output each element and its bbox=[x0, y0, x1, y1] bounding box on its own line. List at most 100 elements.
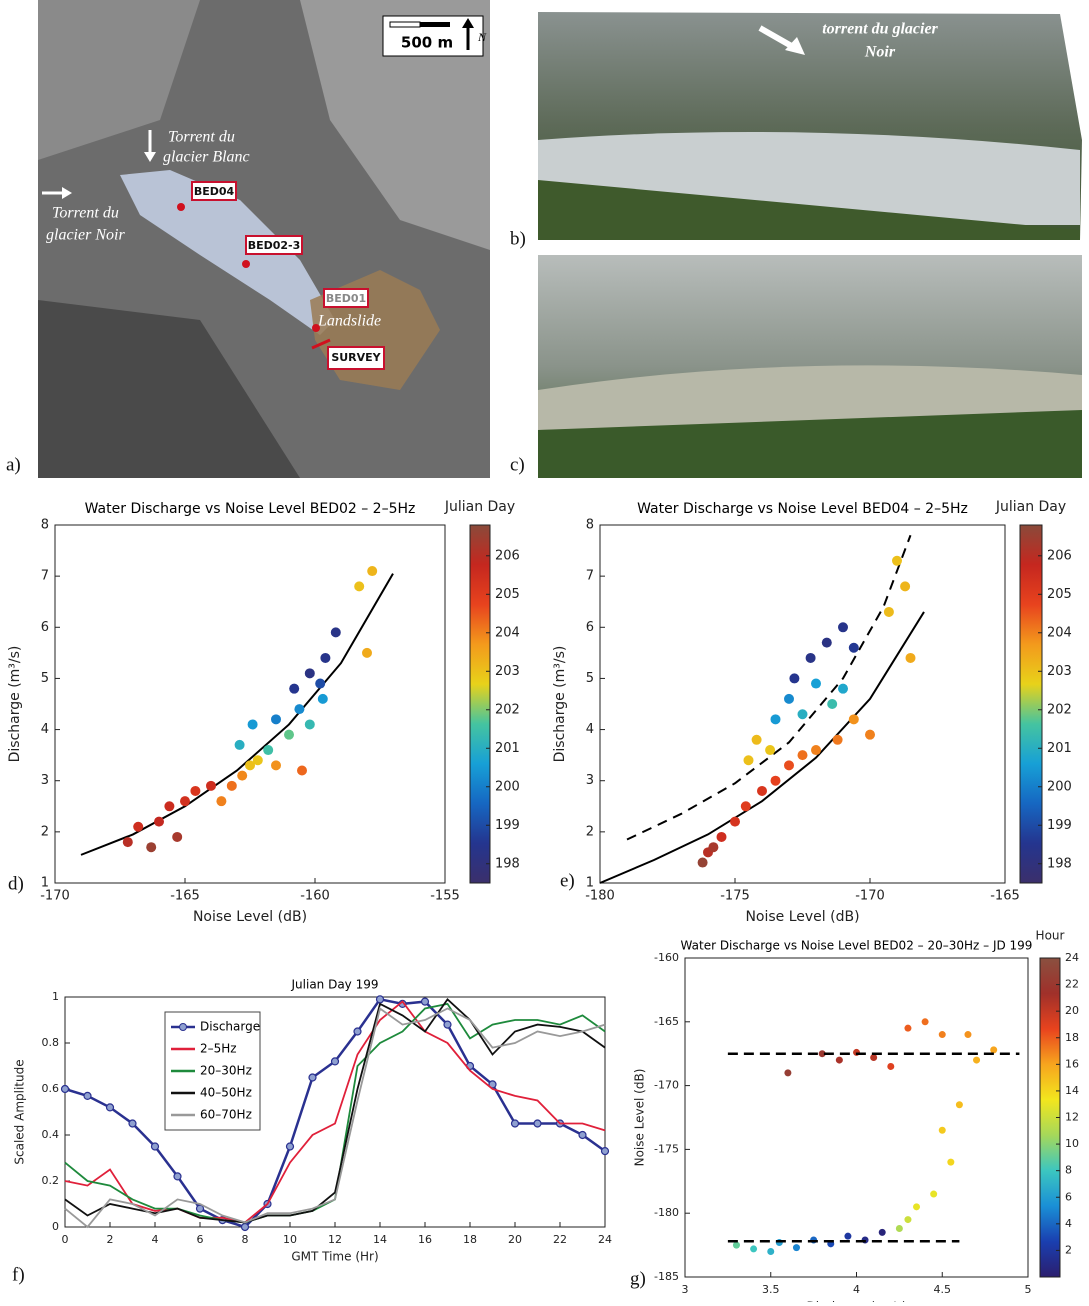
terrain bbox=[300, 0, 490, 250]
series-marker bbox=[375, 995, 385, 1004]
station-box bbox=[245, 235, 303, 255]
station-box bbox=[191, 181, 237, 201]
series-marker bbox=[60, 1084, 70, 1094]
series-marker bbox=[150, 1142, 160, 1151]
point bbox=[900, 581, 911, 592]
point bbox=[811, 745, 821, 756]
grass bbox=[538, 180, 1080, 240]
point bbox=[362, 647, 372, 658]
legend-label: 20–30Hz bbox=[200, 1064, 252, 1078]
panel-label: g) bbox=[630, 1268, 646, 1289]
point bbox=[892, 555, 902, 566]
y-tick-label: 1 bbox=[52, 990, 59, 1003]
point bbox=[234, 739, 245, 750]
map-label: Landslide bbox=[317, 313, 381, 330]
point bbox=[990, 1046, 998, 1054]
y-tick-label: 0.6 bbox=[42, 1082, 60, 1095]
point bbox=[930, 1190, 938, 1198]
point bbox=[811, 678, 821, 689]
legend-swatch bbox=[179, 1023, 187, 1031]
y-tick-label: 7 bbox=[586, 569, 594, 584]
y-tick-label: 7 bbox=[41, 569, 49, 584]
chart-title: Water Discharge vs Noise Level BED04 – 2… bbox=[637, 501, 968, 517]
point bbox=[172, 831, 183, 842]
north-arrow bbox=[462, 18, 474, 28]
x-tick-label: -155 bbox=[430, 889, 460, 904]
x-tick-label: 12 bbox=[328, 1233, 342, 1246]
series-marker bbox=[83, 1091, 92, 1101]
y-tick-label: 0.8 bbox=[42, 1036, 60, 1049]
y-tick-label: 0 bbox=[52, 1220, 59, 1233]
map-panel: 500 m N Torrent du glacier Blanc Torrent… bbox=[6, 0, 490, 478]
north-label: N bbox=[477, 30, 487, 44]
series-marker bbox=[308, 1073, 317, 1082]
point bbox=[832, 734, 843, 745]
plot-area bbox=[599, 524, 1006, 884]
point bbox=[973, 1056, 981, 1064]
x-tick-label: 22 bbox=[553, 1233, 567, 1246]
colorbar-tick-label: 204 bbox=[495, 625, 520, 640]
y-tick-label: 5 bbox=[586, 671, 594, 686]
arrow bbox=[758, 25, 797, 51]
arrow bbox=[144, 152, 156, 162]
y-tick-label: 6 bbox=[586, 620, 594, 635]
colorbar-tick-label: 205 bbox=[495, 587, 520, 602]
y-tick-label: -165 bbox=[654, 1015, 679, 1028]
point bbox=[865, 729, 875, 740]
point bbox=[838, 622, 848, 633]
series-marker bbox=[285, 1142, 295, 1151]
point bbox=[838, 683, 848, 694]
point bbox=[740, 801, 751, 812]
colorbar bbox=[1019, 524, 1043, 884]
point bbox=[938, 1126, 946, 1134]
point bbox=[317, 693, 328, 704]
x-tick-label: 16 bbox=[418, 1233, 432, 1246]
y-tick-label: 2 bbox=[41, 824, 49, 839]
x-tick-label: 2 bbox=[107, 1233, 114, 1246]
station-label: BED02-3 bbox=[248, 239, 301, 252]
point bbox=[835, 1056, 843, 1064]
x-axis-label: Noise Level (dB) bbox=[193, 909, 307, 925]
panel-label: e) bbox=[560, 870, 575, 891]
point bbox=[716, 831, 727, 842]
point bbox=[289, 683, 300, 694]
panel-label: c) bbox=[510, 454, 525, 475]
colorbar-tick-label: 200 bbox=[1047, 779, 1072, 794]
colorbar-tick-label: 18 bbox=[1065, 1031, 1079, 1044]
legend-label: Discharge bbox=[200, 1020, 260, 1034]
photo-c: c) bbox=[510, 255, 1082, 478]
survey-line bbox=[311, 338, 331, 350]
photo-caption: torrent du glacier bbox=[822, 21, 938, 38]
colorbar-tick-label: 6 bbox=[1065, 1190, 1072, 1203]
point bbox=[271, 714, 281, 725]
x-tick-label: 4 bbox=[152, 1233, 159, 1246]
chart-title: Water Discharge vs Noise Level BED02 – 2… bbox=[681, 939, 1033, 953]
y-axis-label: Noise Level (dB) bbox=[633, 1069, 647, 1167]
point bbox=[216, 796, 227, 807]
y-tick-label: 1 bbox=[41, 876, 49, 891]
point bbox=[904, 1216, 912, 1224]
series-marker bbox=[510, 1119, 520, 1128]
point bbox=[133, 821, 144, 832]
point bbox=[330, 627, 341, 638]
colorbar-tick-label: 198 bbox=[1047, 856, 1072, 871]
plot-area bbox=[54, 524, 446, 884]
chart-title: Water Discharge vs Noise Level BED02 – 2… bbox=[85, 501, 416, 517]
point bbox=[883, 606, 894, 617]
y-tick-label: 6 bbox=[41, 620, 49, 635]
fit-line bbox=[80, 573, 394, 856]
series-marker bbox=[600, 1146, 610, 1156]
point bbox=[848, 714, 859, 725]
colorbar-tick-label: 206 bbox=[495, 548, 520, 563]
station bbox=[242, 260, 250, 268]
point bbox=[938, 1031, 946, 1039]
point bbox=[304, 668, 315, 679]
series-line bbox=[64, 997, 606, 1224]
y-tick-label: -175 bbox=[654, 1142, 679, 1155]
point bbox=[784, 693, 794, 704]
point bbox=[146, 842, 157, 853]
series-marker bbox=[128, 1119, 137, 1128]
point bbox=[180, 796, 190, 807]
point bbox=[784, 760, 794, 771]
colorbar-tick-label: 202 bbox=[495, 702, 520, 717]
